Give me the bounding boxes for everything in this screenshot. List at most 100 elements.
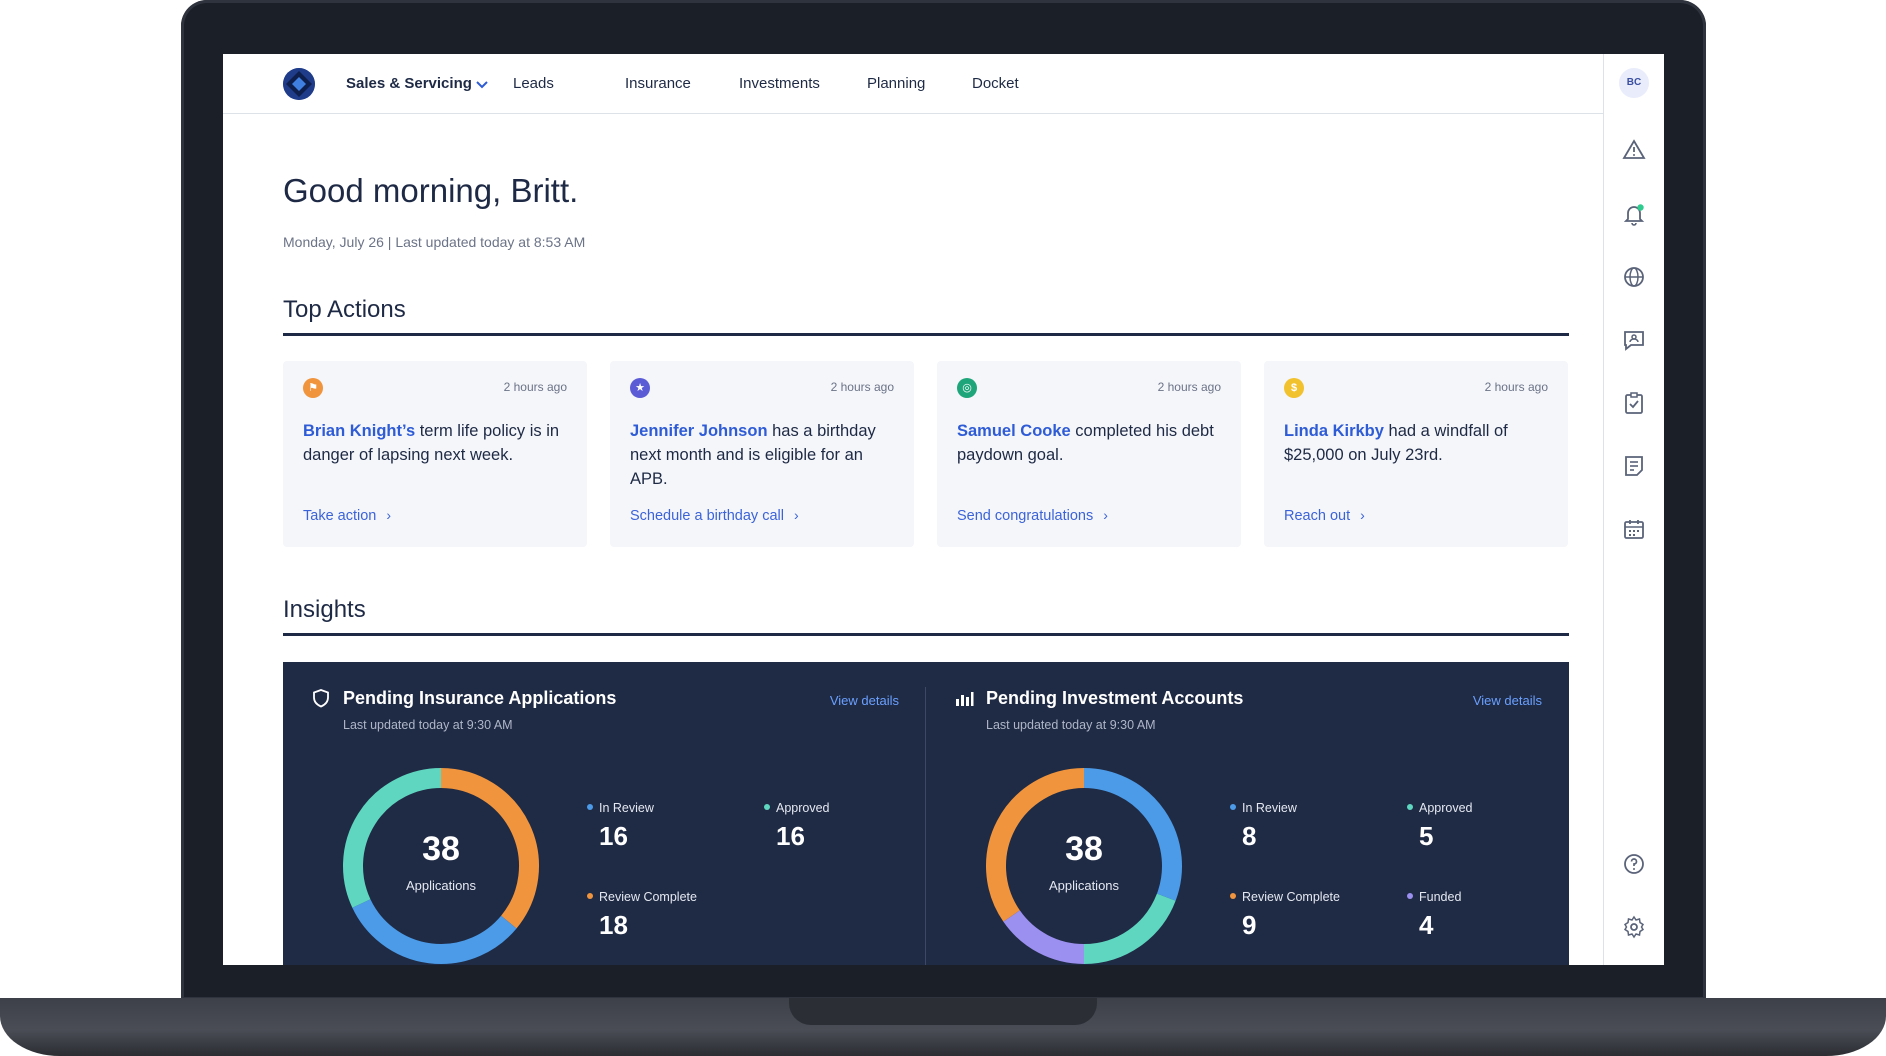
- reach-out-link[interactable]: Reach out ›: [1284, 507, 1365, 524]
- nav-item-insurance[interactable]: Insurance: [625, 75, 691, 92]
- stat-value: 5: [1419, 821, 1434, 851]
- donut-slice-review-complete: [440, 768, 539, 929]
- client-name-link[interactable]: Brian Knight’s: [303, 422, 416, 440]
- nav-item-docket[interactable]: Docket: [972, 75, 1019, 92]
- card-message: Samuel Cooke completed his debt paydown …: [957, 419, 1227, 467]
- dollar-icon: $: [1284, 378, 1304, 398]
- action-card: ◎ 2 hours ago Samuel Cooke completed his…: [937, 361, 1241, 547]
- donut-total-label: Applications: [1048, 878, 1120, 893]
- action-card: ⚑ 2 hours ago Brian Knight’s term life p…: [283, 361, 587, 547]
- card-timestamp: 2 hours ago: [1484, 380, 1548, 394]
- schedule-birthday-call-link[interactable]: Schedule a birthday call ›: [630, 507, 799, 524]
- donut-slice-approved: [1083, 893, 1176, 964]
- card-link-label: Schedule a birthday call: [630, 508, 784, 524]
- legend-item: Approved: [1407, 801, 1473, 815]
- legend-label: Review Complete: [1242, 890, 1340, 904]
- card-message: Linda Kirkby had a windfall of $25,000 o…: [1284, 419, 1554, 467]
- legend-item: In Review: [1230, 801, 1297, 815]
- legend-label: Approved: [1419, 801, 1473, 815]
- legend-dot: [1407, 893, 1413, 899]
- bell-icon[interactable]: [1622, 202, 1646, 226]
- stat-value: 16: [776, 821, 805, 851]
- contact-message-icon[interactable]: [1622, 328, 1646, 352]
- settings-icon[interactable]: [1622, 915, 1646, 939]
- chevron-down-icon[interactable]: [475, 77, 489, 95]
- clipboard-check-icon[interactable]: [1622, 391, 1646, 415]
- nav-item-leads[interactable]: Leads: [513, 75, 554, 92]
- medal-icon: ◎: [957, 378, 977, 398]
- chevron-right-icon: ›: [386, 507, 392, 523]
- section-title-insights: Insights: [283, 596, 366, 623]
- nav-item-investments[interactable]: Investments: [739, 75, 820, 92]
- donut-slice-approved: [343, 768, 442, 908]
- app-screen: Sales & Servicing Leads Insurance Invest…: [223, 54, 1664, 965]
- notes-icon[interactable]: [1622, 454, 1646, 478]
- top-nav: Sales & Servicing Leads Insurance Invest…: [223, 54, 1603, 114]
- legend-dot: [587, 893, 593, 899]
- client-name-link[interactable]: Linda Kirkby: [1284, 422, 1384, 440]
- donut-total: 38: [422, 830, 460, 868]
- nav-item-planning[interactable]: Planning: [867, 75, 926, 92]
- legend-dot: [1407, 804, 1413, 810]
- legend-label: Approved: [776, 801, 830, 815]
- section-divider: [283, 633, 1569, 636]
- legend-dot: [1230, 804, 1236, 810]
- card-link-label: Send congratulations: [957, 508, 1094, 524]
- stat-review-complete: Review Complete 9: [1230, 890, 1340, 941]
- panel-updated-text: Last updated today at 9:30 AM: [343, 718, 513, 732]
- legend-item: Review Complete: [587, 890, 697, 904]
- avatar[interactable]: BC: [1619, 68, 1649, 98]
- section-title-top-actions: Top Actions: [283, 296, 406, 323]
- bar-chart-icon: [954, 688, 974, 708]
- logo-icon[interactable]: [283, 68, 315, 100]
- legend-dot: [587, 804, 593, 810]
- section-divider: [283, 333, 1569, 336]
- stat-value: 18: [599, 910, 628, 940]
- donut-center: 38 Applications: [984, 766, 1184, 965]
- insights-panel: Pending Insurance Applications Last upda…: [283, 662, 1569, 965]
- panel-updated-text: Last updated today at 9:30 AM: [986, 718, 1156, 732]
- shield-icon: [311, 688, 331, 708]
- donut-center: 38 Applications: [341, 766, 541, 965]
- take-action-link[interactable]: Take action ›: [303, 507, 391, 524]
- client-name-link[interactable]: Samuel Cooke: [957, 422, 1071, 440]
- flag-icon: ⚑: [303, 378, 323, 398]
- right-rail: BC: [1603, 54, 1664, 965]
- card-message: Brian Knight’s term life policy is in da…: [303, 419, 573, 467]
- legend-label: In Review: [1242, 801, 1297, 815]
- donut-total-label: Applications: [405, 878, 477, 893]
- stat-funded: Funded 4: [1407, 890, 1461, 941]
- view-details-link[interactable]: View details: [829, 693, 899, 708]
- stat-in-review: In Review 16: [587, 801, 654, 852]
- card-timestamp: 2 hours ago: [503, 380, 567, 394]
- laptop-notch: [789, 998, 1097, 1025]
- insurance-applications-panel: Pending Insurance Applications Last upda…: [283, 662, 925, 965]
- stat-value: 9: [1242, 910, 1257, 940]
- alert-icon[interactable]: [1622, 138, 1646, 162]
- send-congratulations-link[interactable]: Send congratulations ›: [957, 507, 1108, 524]
- globe-icon[interactable]: [1622, 265, 1646, 289]
- legend-label: Funded: [1419, 890, 1462, 904]
- action-card: ★ 2 hours ago Jennifer Johnson has a bir…: [610, 361, 914, 547]
- donut-slice-review-complete: [986, 768, 1085, 922]
- stat-value: 16: [599, 821, 628, 851]
- legend-label: Review Complete: [599, 890, 697, 904]
- card-message-text: has a birthday next month and is eligibl…: [630, 422, 876, 488]
- view-details-link[interactable]: View details: [1472, 693, 1542, 708]
- stat-review-complete: Review Complete 18: [587, 890, 697, 941]
- stat-in-review: In Review 8: [1230, 801, 1297, 852]
- nav-app-menu[interactable]: Sales & Servicing: [346, 75, 472, 92]
- card-link-label: Reach out: [1284, 508, 1351, 524]
- help-icon[interactable]: [1622, 852, 1646, 876]
- donut-slice-funded: [1003, 910, 1085, 964]
- stat-approved: Approved 16: [764, 801, 830, 852]
- panel-title: Pending Insurance Applications: [343, 688, 617, 708]
- stat-approved: Approved 5: [1407, 801, 1473, 852]
- card-message-text: had a windfall of $25,000 on July 23rd.: [1284, 422, 1508, 464]
- action-card: $ 2 hours ago Linda Kirkby had a windfal…: [1264, 361, 1568, 547]
- client-name-link[interactable]: Jennifer Johnson: [630, 422, 768, 440]
- calendar-icon[interactable]: [1622, 517, 1646, 541]
- legend-item: In Review: [587, 801, 654, 815]
- chevron-right-icon: ›: [1103, 507, 1108, 523]
- chevron-right-icon: ›: [1360, 507, 1365, 523]
